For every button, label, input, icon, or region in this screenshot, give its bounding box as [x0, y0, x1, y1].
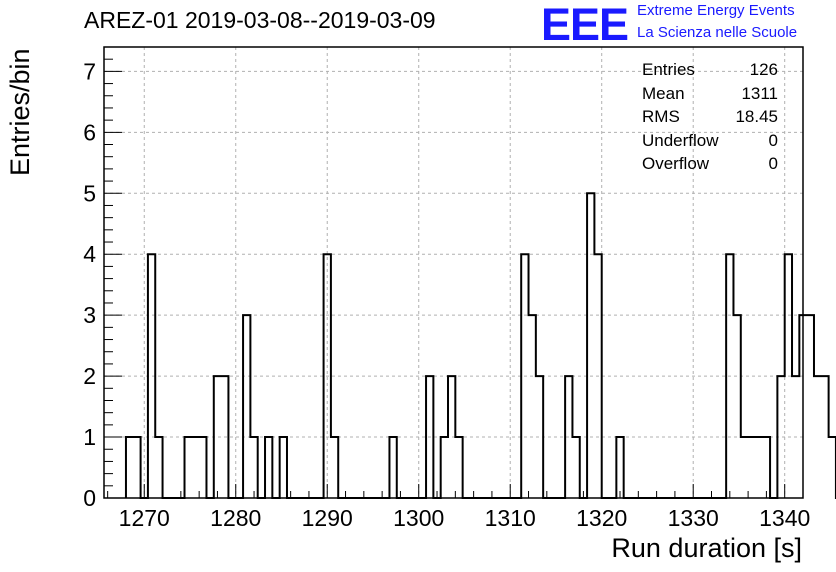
x-tick-label: 1340 — [759, 505, 810, 531]
histogram-bin — [441, 437, 448, 498]
x-tick-label: 1310 — [485, 505, 536, 531]
stat-rms-value: 18.45 — [735, 107, 778, 126]
y-tick-label: 2 — [83, 363, 96, 389]
stats-box: Entries 126 Mean 1311 RMS 18.45 Underflo… — [636, 58, 782, 176]
stat-overflow-label: Overflow — [642, 154, 710, 173]
histogram-bin — [250, 437, 257, 498]
histogram-bin — [741, 437, 748, 498]
stat-rms-label: RMS — [642, 107, 680, 126]
stat-mean: Mean 1311 — [636, 82, 782, 106]
histogram-bin — [763, 437, 770, 498]
histogram-bin — [733, 315, 740, 498]
logo-line-2: La Scienza nelle Scuole — [637, 24, 798, 41]
histogram-bin — [807, 315, 814, 498]
y-tick-label: 6 — [83, 119, 96, 145]
stat-entries: Entries 126 — [636, 58, 782, 82]
histogram-bin — [529, 315, 536, 498]
histogram-bin — [748, 437, 755, 498]
stat-underflow-value: 0 — [768, 130, 778, 150]
x-tick-label: 1280 — [210, 505, 261, 531]
y-tick-label: 7 — [83, 58, 96, 84]
histogram-bin — [133, 437, 140, 498]
stat-overflow-value: 0 — [768, 154, 778, 173]
y-tick-label: 1 — [83, 424, 96, 450]
eee-logo-mark: EEE — [541, 0, 629, 50]
histogram-bin — [587, 193, 594, 498]
x-tick-label: 1270 — [119, 505, 170, 531]
logo-line-1: Extreme Energy Events — [637, 2, 795, 19]
x-tick-label: 1330 — [668, 505, 719, 531]
stat-mean-value: 1311 — [741, 83, 778, 103]
histogram-bin — [389, 437, 396, 498]
stat-underflow: Underflow 0 — [636, 129, 782, 153]
histogram-bin — [829, 437, 836, 498]
histogram-outline — [124, 192, 836, 499]
histogram-bin — [814, 376, 821, 498]
x-tick-label: 1320 — [576, 505, 627, 531]
histogram-bin — [755, 437, 762, 498]
histogram-bin — [126, 437, 133, 498]
histogram-bin — [455, 437, 462, 498]
y-tick-label: 3 — [83, 302, 96, 328]
stat-overflow: Overflow 0 — [636, 152, 782, 176]
histogram-bin — [616, 437, 623, 498]
plot-frame — [103, 46, 804, 499]
y-tick-label: 0 — [83, 485, 96, 511]
stat-entries-label: Entries — [642, 60, 695, 79]
histogram-bin — [280, 437, 287, 498]
stat-entries-value: 126 — [749, 60, 778, 79]
stat-rms: RMS 18.45 — [636, 105, 782, 129]
histogram-bin — [572, 437, 579, 498]
histogram-bin — [821, 376, 828, 498]
histogram-bin — [331, 437, 338, 498]
histogram-bin — [199, 437, 206, 498]
y-tick-label: 5 — [83, 180, 96, 206]
histogram-bin — [155, 437, 162, 498]
y-axis-label: Entries/bin — [5, 48, 35, 176]
histogram-bin — [192, 437, 199, 498]
y-tick-label: 4 — [83, 241, 96, 267]
stat-mean-label: Mean — [642, 83, 685, 103]
histogram-bin — [185, 437, 192, 498]
x-tick-label: 1300 — [393, 505, 444, 531]
histogram-bin — [265, 437, 272, 498]
histogram-bin — [243, 315, 250, 498]
x-tick-label: 1290 — [302, 505, 353, 531]
stat-underflow-label: Underflow — [642, 130, 719, 150]
chart-title: AREZ-01 2019-03-08--2019-03-09 — [84, 7, 436, 33]
x-axis-label: Run duration [s] — [611, 533, 802, 563]
